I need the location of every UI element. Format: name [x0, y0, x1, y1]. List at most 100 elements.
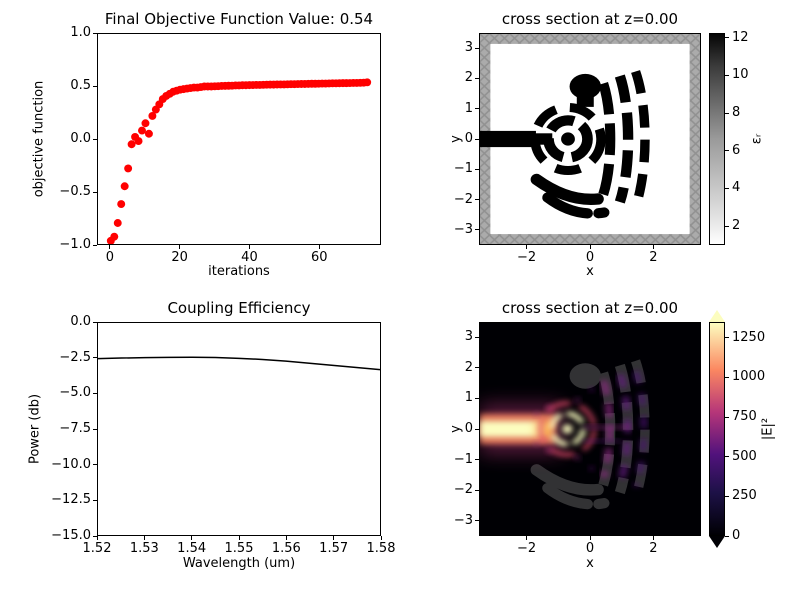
- x-tick-mark: [248, 245, 250, 249]
- y-tick-mark: [93, 138, 97, 140]
- eps-colorbar-label: εᵣ: [749, 133, 765, 145]
- colorbar-tick-label: 2: [732, 218, 741, 234]
- y-tick-mark: [475, 428, 479, 430]
- x-tick-mark: [526, 536, 528, 540]
- y-tick-mark: [475, 459, 479, 461]
- scatter-point: [148, 111, 157, 120]
- x-tick-mark: [179, 245, 181, 249]
- eps-structure-art: [480, 34, 700, 244]
- y-tick-mark: [93, 32, 97, 34]
- x-tick-mark: [143, 536, 145, 540]
- field-colorbar: [709, 322, 725, 536]
- x-tick-mark: [318, 245, 320, 249]
- y-tick-label: −2.5: [59, 349, 91, 365]
- colorbar-tick-mark: [725, 37, 729, 39]
- x-tick-mark: [589, 536, 591, 540]
- y-tick-mark: [475, 199, 479, 201]
- eps-plot-title: cross section at z=0.00: [501, 10, 679, 28]
- y-tick-label: −1: [453, 451, 473, 467]
- x-tick-label: 1.58: [366, 541, 396, 556]
- y-tick-label: 2: [464, 359, 473, 375]
- colorbar-tick-label: 12: [732, 29, 749, 45]
- x-tick-mark: [589, 245, 591, 249]
- y-tick-mark: [475, 229, 479, 231]
- y-tick-label: 0.0: [70, 131, 91, 146]
- y-tick-mark: [475, 489, 479, 491]
- scatter-point: [141, 119, 150, 128]
- field-xlabel: x: [586, 556, 594, 571]
- x-tick-mark: [285, 536, 287, 540]
- y-tick-mark: [475, 397, 479, 399]
- y-tick-label: −7.5: [59, 421, 91, 436]
- y-tick-label: −3: [453, 512, 473, 528]
- colorbar-tick-label: 0: [732, 528, 741, 543]
- y-tick-mark: [93, 464, 97, 466]
- x-tick-mark: [109, 245, 111, 249]
- x-tick-mark: [96, 536, 98, 540]
- y-tick-label: −1: [453, 161, 473, 177]
- scatter-point: [134, 137, 143, 146]
- x-tick-label: −2: [516, 541, 537, 556]
- colorbar-tick-mark: [725, 456, 729, 458]
- x-tick-label: 40: [241, 250, 258, 265]
- silicon-structure: [480, 70, 650, 219]
- scatter-point: [110, 232, 119, 241]
- x-tick-mark: [191, 536, 193, 540]
- objective-plot-title: Final Objective Function Value: 0.54: [104, 10, 374, 28]
- scatter-point: [113, 219, 122, 227]
- y-tick-label: −15.0: [51, 528, 91, 543]
- y-tick-label: 0.5: [70, 78, 91, 93]
- y-tick-mark: [93, 85, 97, 87]
- x-tick-mark: [238, 536, 240, 540]
- y-tick-label: −2: [453, 482, 473, 498]
- y-tick-label: 1: [464, 390, 473, 406]
- y-tick-mark: [475, 520, 479, 522]
- y-tick-label: −0.5: [59, 184, 91, 199]
- x-tick-label: 1.57: [319, 541, 349, 556]
- y-tick-label: 3: [464, 329, 473, 345]
- x-tick-mark: [652, 536, 654, 540]
- coupling-line-series: [98, 356, 380, 371]
- colorbar-tick-label: 8: [732, 105, 741, 121]
- x-tick-label: 0: [585, 250, 595, 265]
- y-tick-mark: [93, 191, 97, 193]
- y-tick-label: 3: [464, 40, 473, 56]
- colorbar-tick-label: 10: [732, 67, 749, 83]
- x-tick-label: 1.56: [271, 541, 301, 556]
- x-tick-label: 0: [105, 250, 115, 265]
- colorbar-tick-label: 750: [732, 409, 757, 425]
- y-tick-mark: [475, 108, 479, 110]
- scatter-point: [120, 182, 129, 191]
- scatter-point: [117, 200, 126, 209]
- colorbar-tick-mark: [725, 376, 729, 378]
- eps-xlabel: x: [586, 264, 594, 279]
- input-waveguide: [480, 130, 536, 148]
- x-tick-mark: [526, 245, 528, 249]
- scatter-point: [127, 140, 136, 149]
- colorbar-tick-mark: [725, 337, 729, 339]
- y-tick-mark: [93, 535, 97, 537]
- scatter-point: [144, 129, 153, 138]
- line-series: [98, 356, 380, 371]
- x-tick-label: 1.53: [129, 541, 159, 556]
- field-intensity-art: [480, 323, 700, 535]
- y-tick-label: 0: [464, 421, 473, 436]
- colorbar-tick-label: 250: [732, 488, 757, 504]
- y-tick-label: 0: [464, 131, 473, 146]
- field-plot-title: cross section at z=0.00: [501, 299, 679, 317]
- y-tick-mark: [93, 428, 97, 430]
- x-tick-mark: [333, 536, 335, 540]
- y-tick-mark: [475, 367, 479, 369]
- x-tick-label: 1.52: [82, 541, 112, 556]
- y-tick-mark: [475, 47, 479, 49]
- field-colorbar-label: |E|²: [760, 417, 776, 441]
- colorbar-tick-label: 6: [732, 142, 741, 158]
- colorbar-tick-mark: [725, 112, 729, 114]
- y-tick-mark: [93, 357, 97, 359]
- y-tick-label: −10.0: [51, 456, 91, 472]
- colorbar-tick-label: 500: [732, 448, 757, 464]
- coupling-xlabel: Wavelength (um): [182, 556, 296, 571]
- x-tick-label: 2: [649, 541, 658, 556]
- colorbar-tick-mark: [725, 535, 729, 537]
